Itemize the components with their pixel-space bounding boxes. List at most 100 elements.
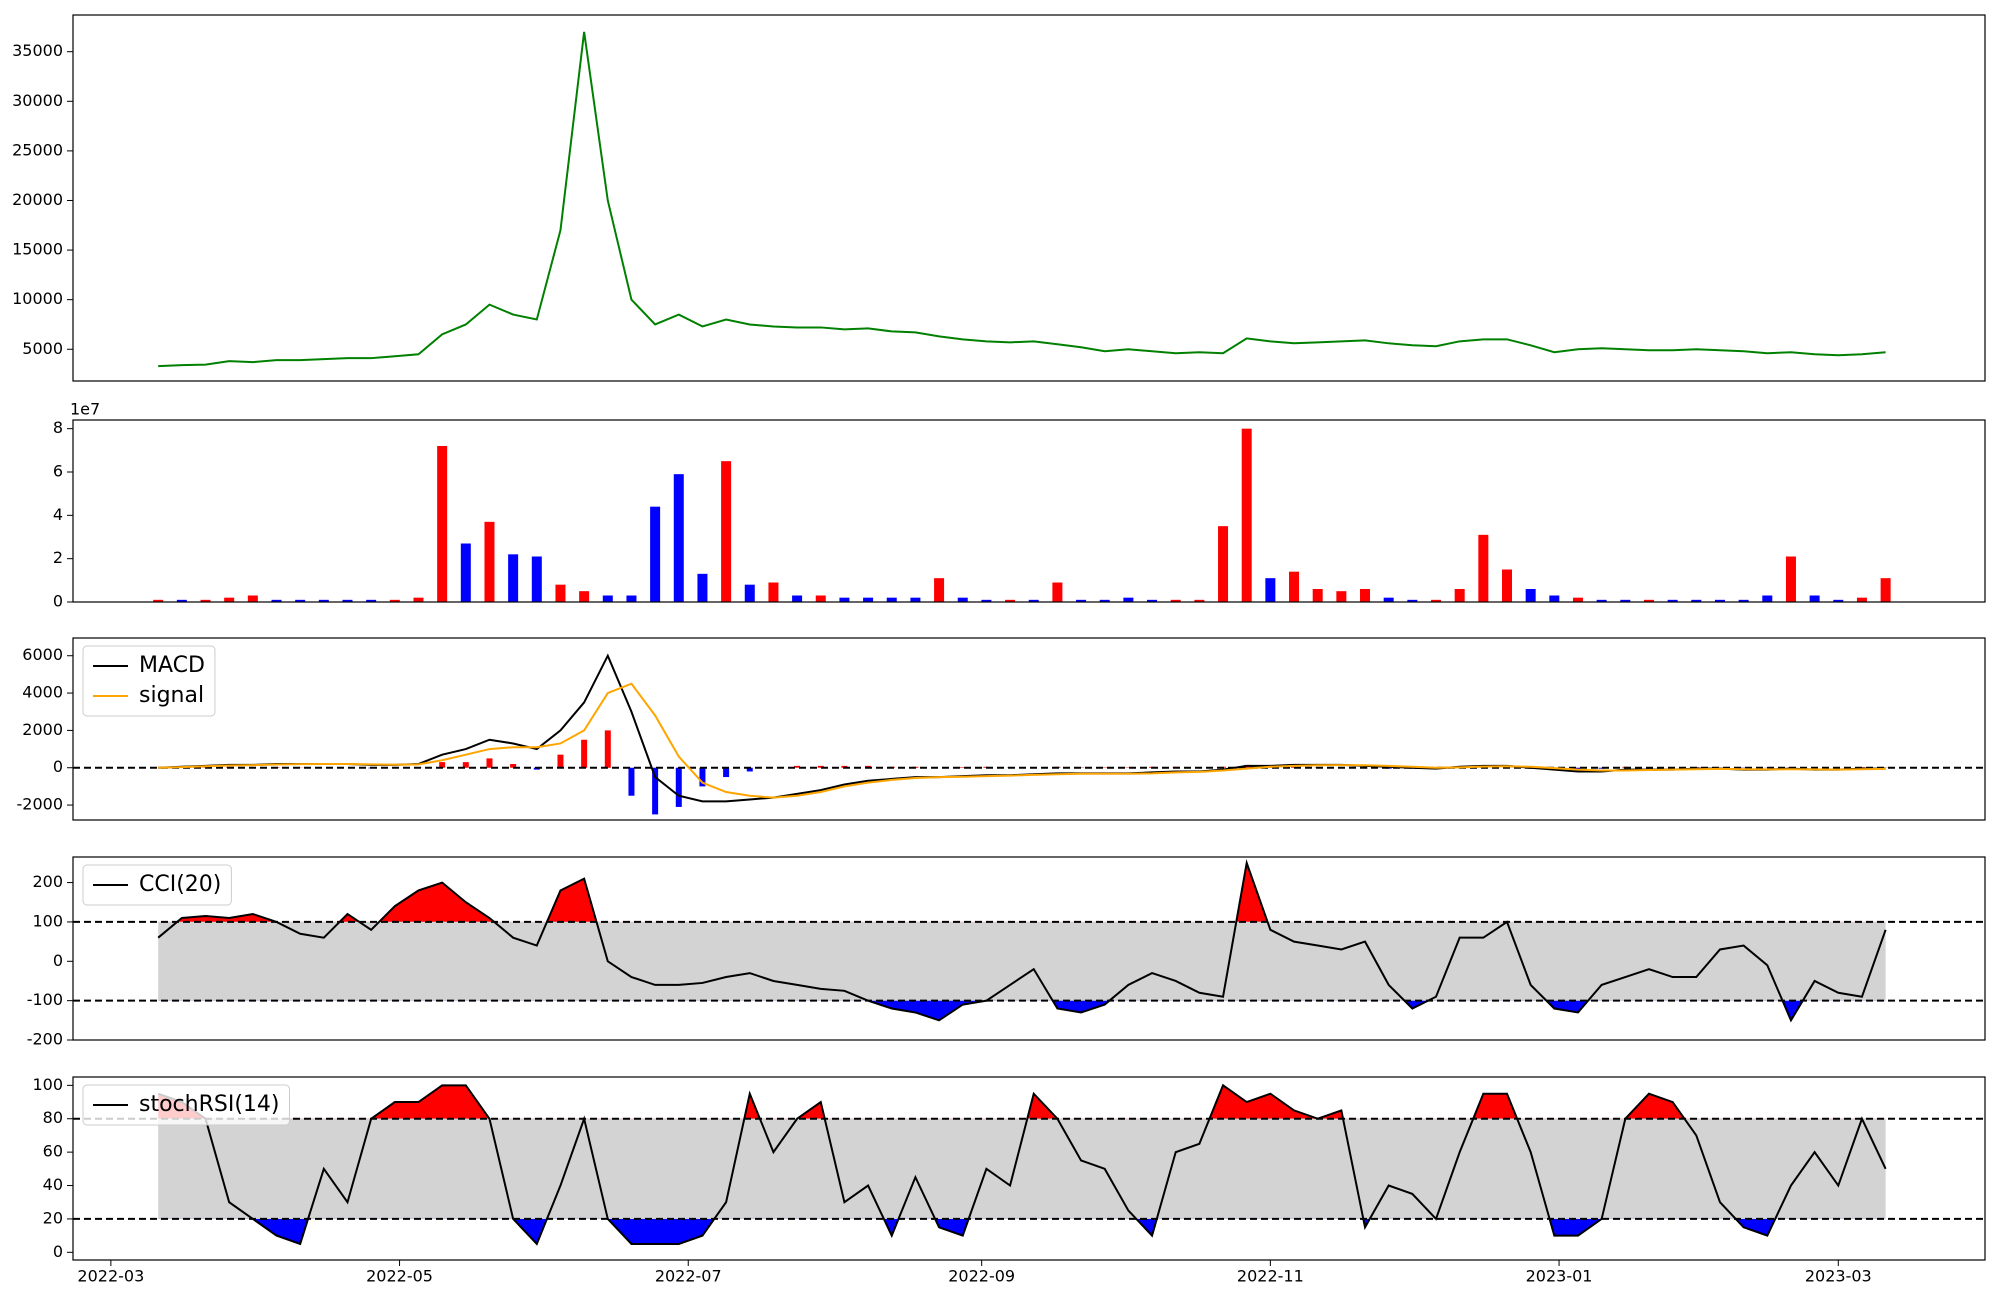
x-tick-label: 2023-03	[1805, 1267, 1872, 1286]
y-tick-label: 4000	[22, 683, 63, 702]
plot-area	[73, 656, 1985, 815]
bar	[1360, 589, 1370, 602]
bar	[1313, 589, 1323, 602]
bar	[1123, 598, 1133, 602]
x-tick-label: 2022-11	[1237, 1267, 1304, 1286]
band	[158, 1119, 1885, 1219]
y-tick-label: -200	[27, 1030, 63, 1049]
bar	[248, 596, 258, 603]
bar	[1336, 591, 1346, 602]
bar	[1478, 535, 1488, 602]
legend-label: stochRSI(14)	[139, 1092, 280, 1117]
y-tick-label: 8	[53, 418, 63, 437]
bar	[1549, 596, 1559, 603]
bar	[437, 446, 447, 602]
bar	[1265, 578, 1275, 602]
plot-area	[158, 32, 1885, 366]
plot-area	[73, 863, 1985, 1020]
bar	[413, 598, 423, 602]
y-tick-label: 40	[43, 1175, 63, 1194]
y-tick-label: 6000	[22, 645, 63, 664]
bar	[508, 554, 518, 602]
x-tick-label: 2022-07	[655, 1267, 722, 1286]
histogram-bar	[581, 740, 587, 768]
y-tick-label: 100	[32, 911, 63, 930]
frame	[73, 15, 1985, 381]
line	[158, 656, 1885, 802]
bar	[1762, 596, 1772, 603]
bar	[816, 596, 826, 603]
bar	[532, 557, 542, 603]
bar	[579, 591, 589, 602]
bar	[1384, 598, 1394, 602]
y-tick-label: 10000	[12, 289, 63, 308]
histogram-bar	[628, 768, 634, 796]
bar	[745, 585, 755, 602]
histogram-bar	[605, 730, 611, 767]
y-tick-label: 2000	[22, 720, 63, 739]
bar	[1786, 557, 1796, 603]
bar	[626, 596, 636, 603]
histogram-bar	[723, 768, 729, 777]
bar	[768, 583, 778, 603]
y-tick-label: 0	[53, 1242, 63, 1261]
y-tick-label: 80	[43, 1108, 63, 1127]
y-tick-label: 6	[53, 462, 63, 481]
bar	[1526, 589, 1536, 602]
bar	[1857, 598, 1867, 602]
bar	[1289, 572, 1299, 602]
band	[158, 922, 1885, 1001]
plot-area	[153, 429, 1890, 602]
y-tick-label: 20000	[12, 190, 63, 209]
y-tick-label: 20	[43, 1208, 63, 1227]
bar	[484, 522, 494, 602]
x-tick-label: 2023-01	[1526, 1267, 1593, 1286]
y-tick-label: 35000	[12, 41, 63, 60]
y-tick-label: 2	[53, 548, 63, 567]
bar	[1573, 598, 1583, 602]
y-tick-label: 5000	[22, 339, 63, 358]
bar	[721, 461, 731, 602]
x-tick-label: 2022-05	[366, 1267, 433, 1286]
histogram-bar	[486, 758, 492, 767]
y-tick-label: 60	[43, 1142, 63, 1161]
legend-label: CCI(20)	[139, 872, 221, 897]
y-tick-label: 4	[53, 505, 63, 524]
histogram-bar	[557, 755, 563, 768]
y-tick-label: 0	[53, 757, 63, 776]
bar	[555, 585, 565, 602]
y-tick-label: 15000	[12, 240, 63, 259]
y-tick-label: -100	[27, 990, 63, 1009]
bar	[958, 598, 968, 602]
bar	[674, 474, 684, 602]
bar	[887, 598, 897, 602]
line	[158, 32, 1885, 366]
bar	[224, 598, 234, 602]
bar	[863, 598, 873, 602]
offset-label: 1e7	[70, 400, 100, 419]
bar	[934, 578, 944, 602]
histogram-bar	[676, 768, 682, 807]
bar	[839, 598, 849, 602]
line	[158, 684, 1885, 798]
bar	[1502, 570, 1512, 603]
frame	[73, 420, 1985, 602]
y-tick-label: 30000	[12, 91, 63, 110]
frame	[73, 638, 1985, 820]
y-tick-label: 200	[32, 872, 63, 891]
x-tick-label: 2022-09	[948, 1267, 1015, 1286]
x-tick-label: 2022-03	[77, 1267, 144, 1286]
y-tick-label: 0	[53, 592, 63, 611]
bar	[1455, 589, 1465, 602]
y-tick-label: 0	[53, 951, 63, 970]
y-tick-label: 100	[32, 1075, 63, 1094]
bar	[910, 598, 920, 602]
legend-label: MACD	[139, 653, 205, 678]
bar	[603, 596, 613, 603]
bar	[650, 507, 660, 602]
bar	[697, 574, 707, 602]
legend-label: signal	[139, 683, 204, 708]
bar	[792, 596, 802, 603]
